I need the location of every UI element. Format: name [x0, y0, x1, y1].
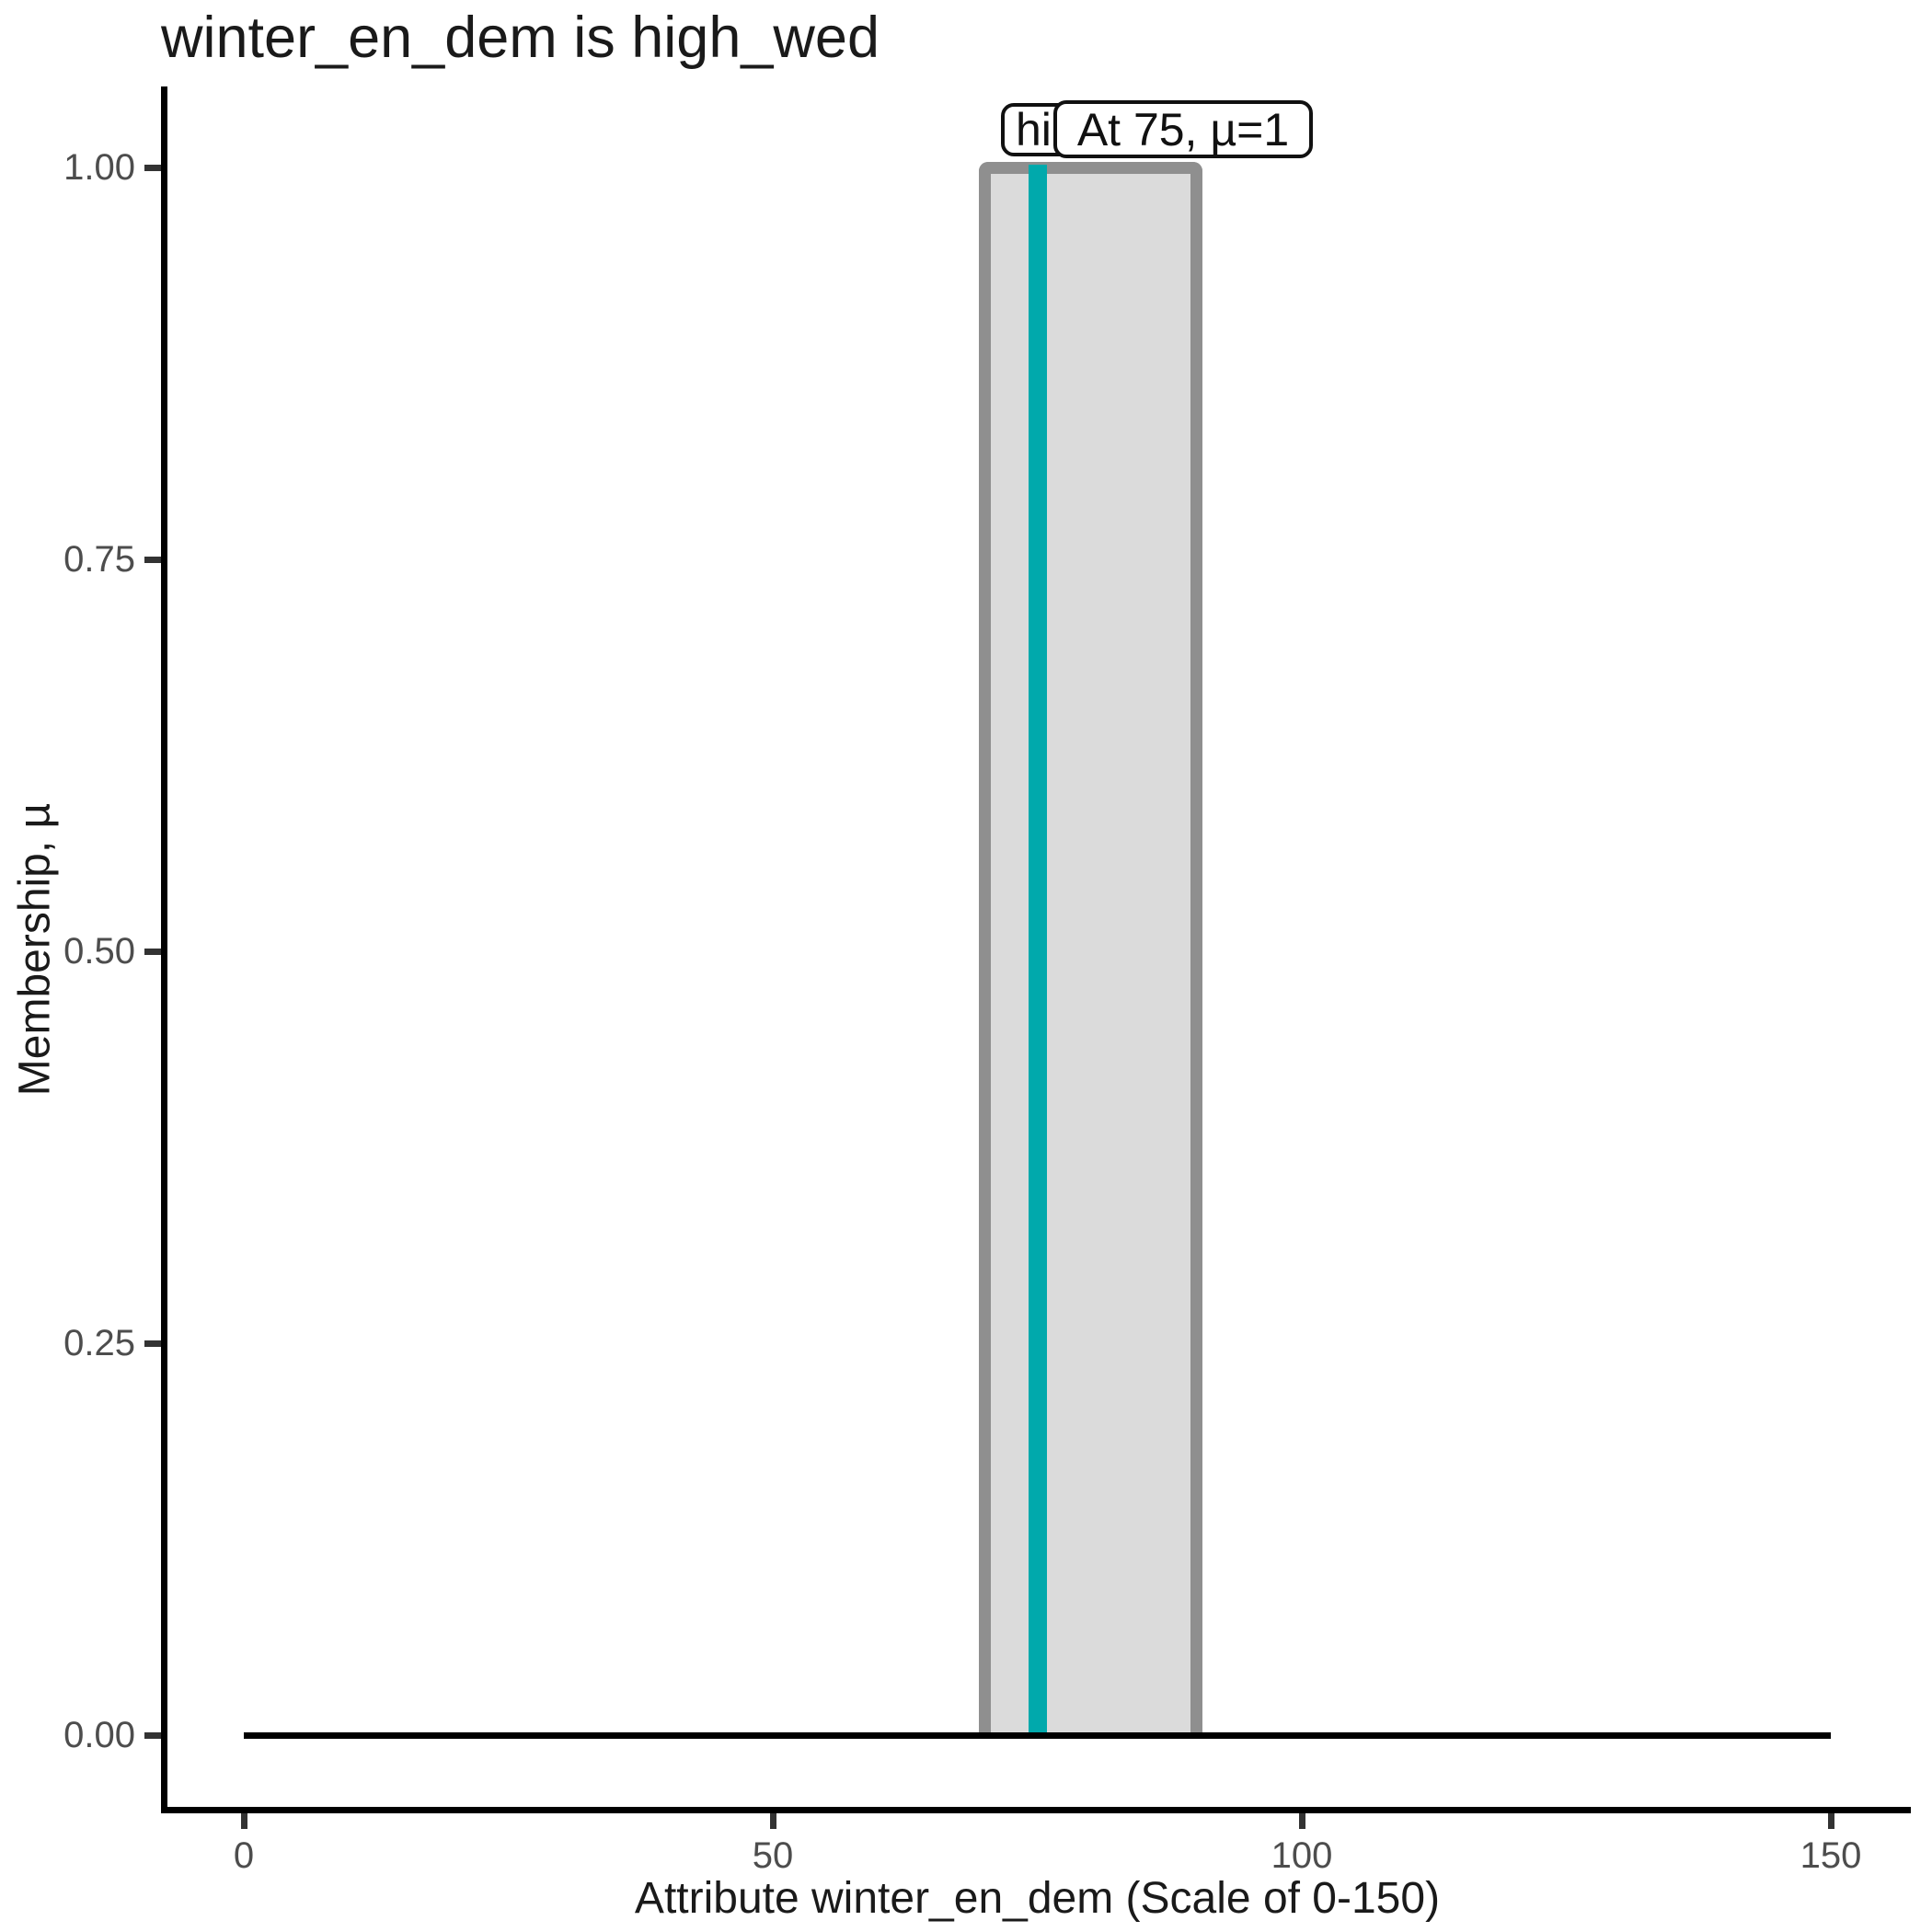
- marker-vline: [1028, 165, 1047, 1738]
- y-axis-tick-mark: [144, 1731, 161, 1739]
- set-name-label-text: hi: [1016, 104, 1052, 155]
- y-axis-tick-mark: [144, 164, 161, 171]
- x-axis-tick-mark: [240, 1813, 247, 1829]
- y-axis-tick-label: 0.75: [63, 539, 135, 580]
- y-axis-tick-mark: [144, 1340, 161, 1347]
- y-axis-tick-mark: [144, 556, 161, 563]
- x-axis-tick-label: 100: [1271, 1835, 1333, 1876]
- membership-rectangle: [978, 161, 1202, 1739]
- membership-zero-line: [244, 1731, 1831, 1739]
- chart-title: winter_en_dem is high_wed: [161, 6, 880, 70]
- marker-callout-text: At 75, µ=1: [1076, 103, 1290, 155]
- x-axis-title: Attribute winter_en_dem (Scale of 0-150): [634, 1874, 1441, 1923]
- x-axis-tick-mark: [1298, 1813, 1305, 1829]
- y-axis-tick-mark: [144, 948, 161, 955]
- marker-callout-box: At 75, µ=1: [1053, 100, 1313, 158]
- x-axis-tick-label: 50: [752, 1835, 794, 1876]
- x-axis-tick-mark: [769, 1813, 776, 1829]
- y-axis-tick-label: 0.25: [63, 1323, 135, 1363]
- x-axis-tick-label: 150: [1800, 1835, 1862, 1876]
- x-axis-line: [161, 1807, 1911, 1813]
- x-axis-tick-label: 0: [233, 1835, 255, 1876]
- x-axis-tick-mark: [1827, 1813, 1834, 1829]
- y-axis-tick-label: 0.50: [63, 931, 135, 972]
- y-axis-tick-label: 0.00: [63, 1715, 135, 1755]
- y-axis-tick-label: 1.00: [63, 147, 135, 188]
- y-axis-line: [161, 86, 167, 1813]
